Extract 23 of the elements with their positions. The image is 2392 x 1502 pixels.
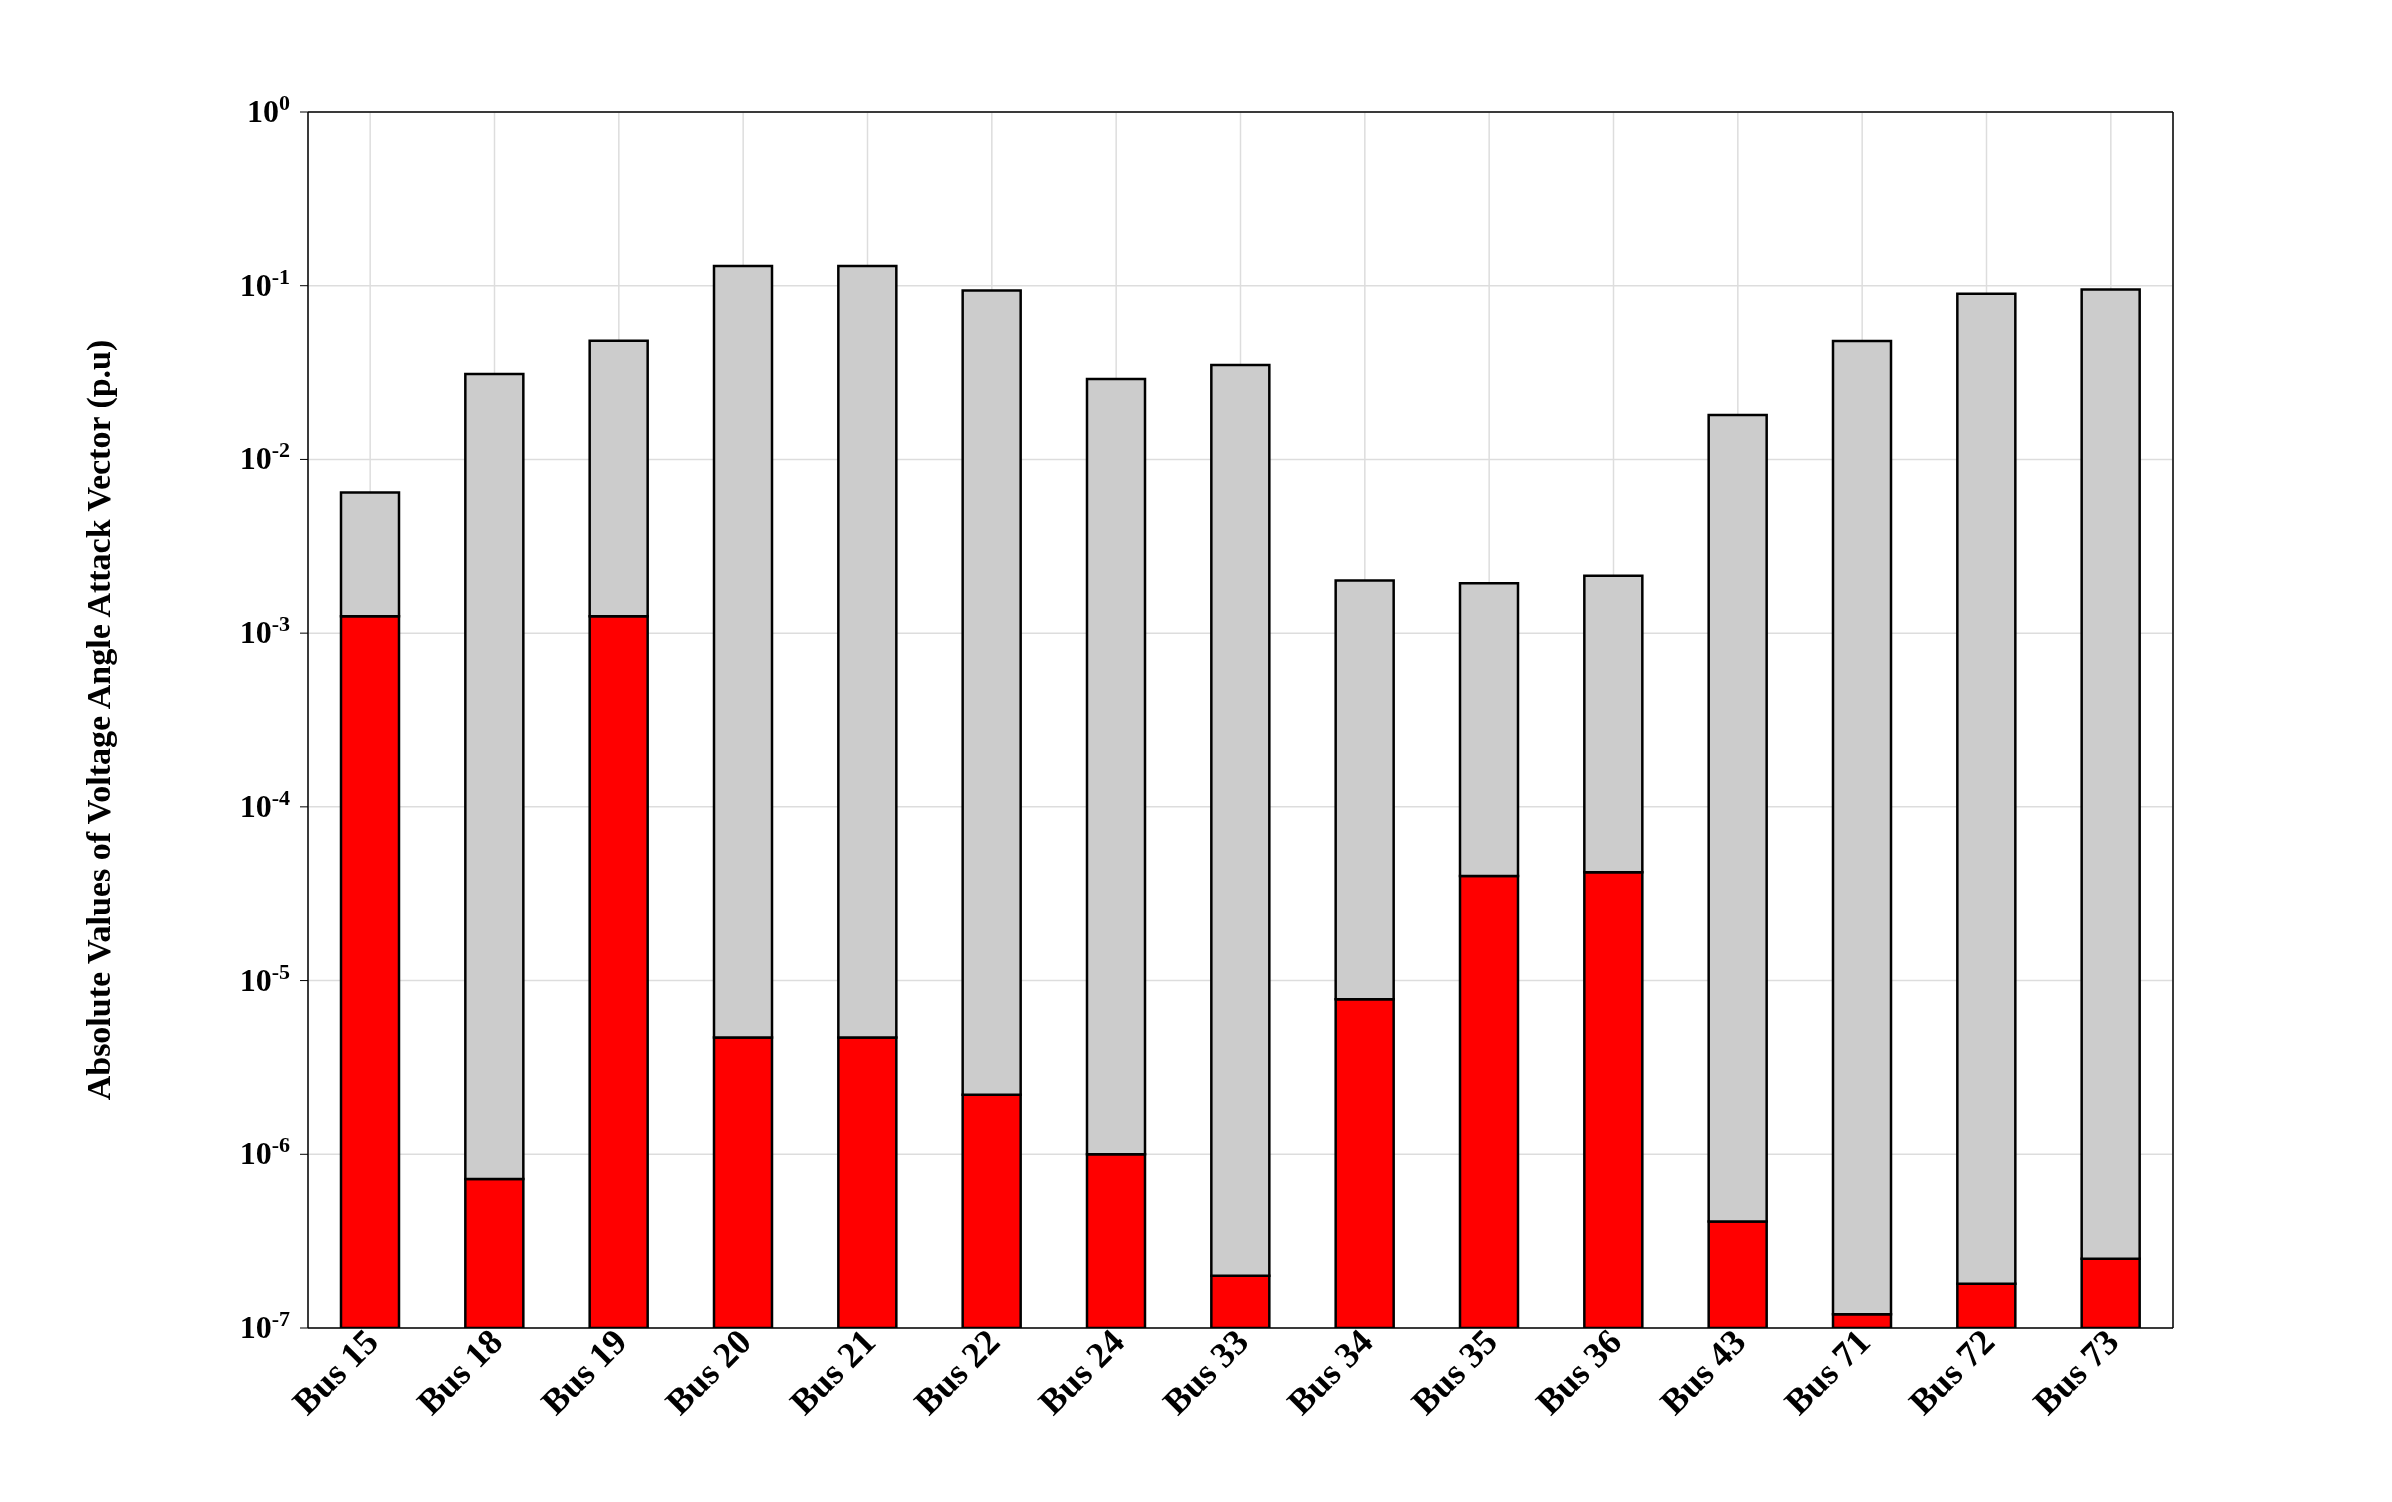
y-tick-label: 10$^{0}$ [247, 89, 290, 129]
y-tick-label: 10$^{-5}$ [239, 958, 290, 998]
y-tick-label: 10$^{-3}$ [239, 610, 290, 651]
x-tick-label: Bus 24 [1030, 1321, 1132, 1423]
x-tick-label: Bus 73 [2025, 1321, 2127, 1423]
x-tick-label: Bus 33 [1155, 1321, 1257, 1423]
x-tick-label: Bus 34 [1279, 1321, 1381, 1423]
x-tick-label: Bus 18 [409, 1321, 511, 1423]
x-tick-label: Bus 20 [657, 1321, 759, 1423]
x-tick-label: Bus 36 [1528, 1321, 1630, 1423]
x-tick-label: Bus 21 [782, 1321, 884, 1423]
x-tick-label: Bus 22 [906, 1321, 1008, 1423]
x-tick-label: Bus 72 [1901, 1321, 2003, 1423]
x-tick-label: Bus 35 [1403, 1321, 1505, 1423]
x-tick-label: Bus 19 [533, 1321, 635, 1423]
y-tick-label: 10$^{-6}$ [239, 1131, 290, 1172]
y-tick-label: 10$^{-1}$ [239, 263, 290, 303]
y-axis-title: Absolute Values of Voltage Angle Attack Vector (p.u) [80, 339, 119, 1101]
x-tick-label: Bus 43 [1652, 1321, 1754, 1423]
y-tick-label: 10$^{-2}$ [239, 436, 290, 477]
x-tick-label: Bus 71 [1776, 1321, 1878, 1423]
y-tick-label: 10$^{-4}$ [239, 784, 290, 824]
y-tick-label: 10$^{-7}$ [239, 1305, 290, 1345]
